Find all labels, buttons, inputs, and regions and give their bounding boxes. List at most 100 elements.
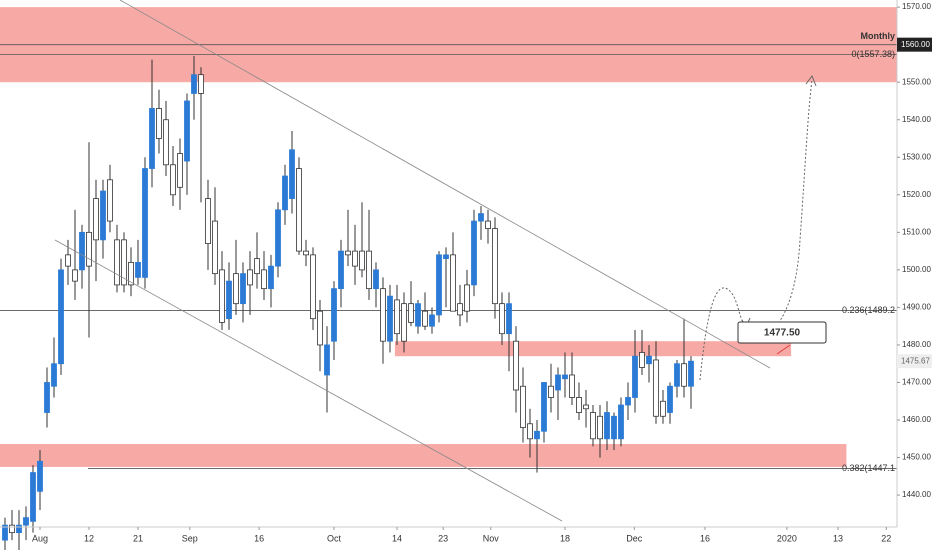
candle-body <box>93 198 99 241</box>
candle-body <box>401 303 407 342</box>
candle-body <box>289 149 295 199</box>
callout-arrow <box>776 344 791 355</box>
candle-body <box>135 261 141 278</box>
y-tick-label: 1500.00 <box>902 265 931 274</box>
candle-body <box>499 303 505 335</box>
zone <box>394 341 792 357</box>
candle-body <box>373 269 379 290</box>
candle-body <box>520 385 526 428</box>
candle-body <box>660 400 666 417</box>
projection-arrow <box>805 74 817 87</box>
y-tick-label: 1520.00 <box>902 190 931 199</box>
candle-body <box>247 269 253 286</box>
candle-body <box>450 254 456 312</box>
candle-body <box>345 250 351 256</box>
y-tick-label: 1450.00 <box>902 453 931 462</box>
candle-body <box>506 303 512 335</box>
candle-body <box>23 517 29 526</box>
x-tick-label: 22 <box>881 533 891 543</box>
y-tick-label: 1570.00 <box>902 2 931 11</box>
candle-body <box>275 209 281 267</box>
y-tick-label: 1550.00 <box>902 77 931 86</box>
candle-body <box>317 310 323 346</box>
candle-body <box>268 265 274 290</box>
candle-body <box>9 524 15 534</box>
candle-body <box>44 382 50 413</box>
candle-body <box>86 231 92 267</box>
candle-body <box>219 269 225 323</box>
candle-body <box>674 363 680 387</box>
candle-body <box>359 250 365 271</box>
candle-body <box>114 239 120 286</box>
candle-body <box>443 254 449 260</box>
candle-body <box>534 430 540 440</box>
candle-body <box>303 250 309 256</box>
candle-body <box>513 340 519 391</box>
candle-body <box>198 74 204 94</box>
level-label: 0.382(1447.1 <box>842 463 895 473</box>
candle-body <box>632 355 638 398</box>
candle-body <box>436 254 442 316</box>
y-tick-label: 1490.00 <box>902 303 931 312</box>
candle-body <box>541 382 547 432</box>
candle-body <box>394 299 400 335</box>
candle-body <box>576 397 582 413</box>
target-label: 1477.50 <box>764 328 801 339</box>
candle-body <box>331 288 337 342</box>
candle-body <box>583 404 589 410</box>
candle-body <box>296 168 302 252</box>
candle-body <box>37 460 43 492</box>
x-tick-label: Aug <box>32 533 48 543</box>
x-tick-label: 16 <box>700 533 710 543</box>
candle-body <box>128 261 134 286</box>
candle-body <box>2 524 8 541</box>
candle-body <box>324 344 330 376</box>
candle-body <box>380 288 386 342</box>
candle-body <box>597 415 603 440</box>
candle-body <box>408 303 414 323</box>
candle-body <box>254 258 260 275</box>
x-tick-label: Sep <box>182 533 198 543</box>
candle-body <box>422 310 428 327</box>
target-box <box>737 321 827 344</box>
candle-body <box>478 213 484 222</box>
candle-body <box>51 363 57 387</box>
candle-body <box>415 303 421 327</box>
level-label: Monthly <box>861 31 896 41</box>
y-tick-label: 1510.00 <box>902 227 931 236</box>
candle-body <box>100 190 106 241</box>
x-tick-label: 18 <box>560 533 570 543</box>
candle-body <box>261 269 267 290</box>
candle-body <box>590 412 596 440</box>
candle-body <box>352 250 358 267</box>
x-tick-label: 23 <box>438 533 448 543</box>
candle-body <box>142 168 148 278</box>
candle-body <box>16 524 22 534</box>
candle-body <box>240 273 246 305</box>
candle-body <box>492 228 498 305</box>
candle-body <box>681 363 687 387</box>
candle-body <box>205 198 211 245</box>
y-tick-label: 1480.00 <box>902 340 931 349</box>
candle-body <box>338 250 344 290</box>
y-tick-label: 1530.00 <box>902 152 931 161</box>
candle-body <box>282 175 288 211</box>
last-price-label: 1475.67 <box>901 356 930 365</box>
candle-body <box>688 360 694 387</box>
candle-body <box>79 231 85 271</box>
candle-body <box>548 385 554 398</box>
candle-body <box>184 100 190 162</box>
x-tick-label: Dec <box>626 533 643 543</box>
x-tick-label: 13 <box>833 533 843 543</box>
candle-body <box>625 397 631 406</box>
candle-body <box>646 355 652 365</box>
candle-body <box>121 239 127 286</box>
x-tick-label: 16 <box>254 533 264 543</box>
candle-body <box>667 385 673 413</box>
candle-body <box>604 412 610 440</box>
candle-body <box>65 254 71 267</box>
level-label: 0(1557.38) <box>851 49 895 59</box>
candle-body <box>569 374 575 398</box>
candle-body <box>653 359 659 417</box>
x-tick-label: 2020 <box>777 533 797 543</box>
